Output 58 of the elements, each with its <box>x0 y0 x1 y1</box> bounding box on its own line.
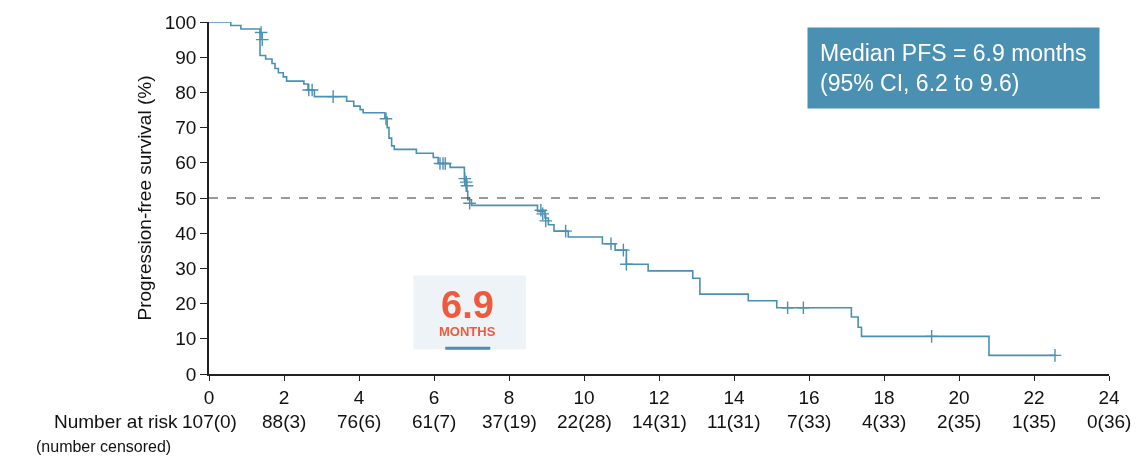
text: 4(33) <box>862 411 907 432</box>
x-tick-label: 24 <box>1098 386 1120 408</box>
text: 0(36) <box>1087 411 1132 432</box>
point <box>604 236 618 251</box>
point <box>616 243 631 258</box>
point <box>254 25 269 40</box>
annotation: MONTHS <box>439 324 496 339</box>
point <box>462 196 477 211</box>
x-tick-label: 22 <box>1023 386 1045 408</box>
text: 22(28) <box>557 411 612 432</box>
point <box>780 300 795 315</box>
text: 88(3) <box>262 411 307 432</box>
x-tick-label: 6 <box>428 386 440 408</box>
y-axis-title: Progression-free survival (%) <box>134 75 156 321</box>
y-tick-label: 30 <box>175 258 197 280</box>
text: Number at risk <box>54 411 179 432</box>
x-tick-label: 0 <box>203 386 215 408</box>
text: 7(33) <box>787 411 832 432</box>
point <box>558 224 573 239</box>
x-tick-label: 20 <box>948 386 970 408</box>
point <box>379 111 393 126</box>
x-tick-label: 16 <box>798 386 820 408</box>
y-tick-label: 100 <box>164 11 197 33</box>
point <box>305 82 320 97</box>
y-tick-label: 60 <box>175 152 197 174</box>
x-tick-label: 4 <box>353 386 365 408</box>
y-tick-label: 0 <box>185 363 197 385</box>
x-tick-label: 10 <box>573 386 595 408</box>
text: 14(31) <box>632 411 687 432</box>
point <box>1048 348 1062 363</box>
y-tick-label: 20 <box>175 293 197 315</box>
point <box>924 329 939 344</box>
text: 61(7) <box>412 411 457 432</box>
y-tick-label: 70 <box>175 117 197 139</box>
y-tick-label: 40 <box>175 222 197 244</box>
y-tick-label: 90 <box>175 46 197 68</box>
text: 11(31) <box>707 411 761 432</box>
x-tick-label: 14 <box>723 386 745 408</box>
x-tick-label: 2 <box>278 386 290 408</box>
text: 37(19) <box>482 411 537 432</box>
text: 76(6) <box>337 411 382 432</box>
point <box>619 257 634 272</box>
text: 107(0) <box>182 411 237 432</box>
y-tick-label: 80 <box>175 82 197 104</box>
point <box>326 89 341 104</box>
point <box>796 300 811 315</box>
y-tick-label: 50 <box>175 187 197 209</box>
text: 2(35) <box>937 411 982 432</box>
annotation: 6.9 <box>441 284 494 326</box>
x-tick-label: 12 <box>648 386 670 408</box>
annotation: Median PFS = 6.9 months (95% CI, 6.2 to 9.6) <box>820 40 1087 96</box>
x-tick-label: 18 <box>873 386 895 408</box>
x-tick-label: 8 <box>503 386 515 408</box>
text: (number censored) <box>36 438 172 455</box>
text: 1(35) <box>1012 411 1057 432</box>
point <box>255 32 270 47</box>
point <box>457 171 472 186</box>
y-tick-label: 10 <box>175 328 197 350</box>
